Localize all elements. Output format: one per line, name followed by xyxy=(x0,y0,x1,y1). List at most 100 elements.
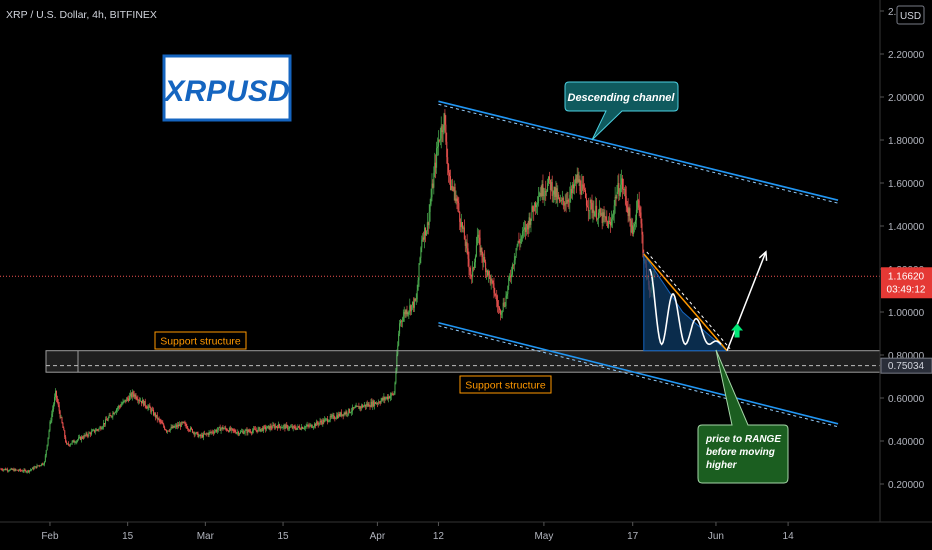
candle-body xyxy=(238,432,240,435)
symbol-header: XRP / U.S. Dollar, 4h, BITFINEX xyxy=(6,9,157,21)
candle-body xyxy=(150,407,152,412)
candle-body xyxy=(321,422,323,424)
candle-body xyxy=(145,406,147,408)
candle-body xyxy=(147,406,149,409)
candle-body xyxy=(17,469,19,471)
candle-body xyxy=(337,415,339,418)
candle-body xyxy=(353,407,355,409)
channel-line-lower-dashed xyxy=(438,325,839,428)
candle-body xyxy=(265,428,267,430)
candle-body xyxy=(617,183,619,192)
candle-body xyxy=(34,466,36,468)
candle-body xyxy=(513,260,515,266)
current-price-tag: 1.16620 03:49:12 xyxy=(881,267,932,299)
channel-line-lower xyxy=(438,321,839,425)
candle-body xyxy=(3,469,5,471)
candle-body xyxy=(309,425,311,427)
candle-body xyxy=(562,197,564,202)
candle-body xyxy=(188,429,190,431)
candle-body xyxy=(505,295,507,306)
candle-body xyxy=(444,113,446,125)
candle-body xyxy=(18,470,19,472)
candle-body xyxy=(434,162,436,173)
candle-body xyxy=(516,245,518,249)
candle-body xyxy=(23,469,25,472)
candle-body xyxy=(571,188,573,194)
candlestick-series xyxy=(0,109,656,474)
candle-body xyxy=(392,393,394,395)
candle-body xyxy=(178,424,180,427)
candle-body xyxy=(174,426,176,428)
candle-body xyxy=(338,413,340,418)
candle-body xyxy=(255,430,257,432)
candle-body xyxy=(120,404,122,407)
candle-body xyxy=(530,218,532,225)
candle-body xyxy=(596,205,598,220)
candle-body xyxy=(129,393,131,396)
candle-body xyxy=(257,428,259,432)
candle-body xyxy=(632,225,634,234)
candle-body xyxy=(14,469,16,472)
candle-body xyxy=(488,271,490,276)
candle-body xyxy=(361,405,363,408)
candle-body xyxy=(107,417,109,421)
projection-arrow-line xyxy=(726,251,767,351)
candle-body xyxy=(55,390,56,398)
candle-body xyxy=(532,206,534,211)
candle-body xyxy=(303,428,305,429)
candle-body xyxy=(614,196,616,206)
candle-body xyxy=(29,470,31,472)
candle-body xyxy=(527,225,529,230)
svg-text:USD: USD xyxy=(900,11,921,22)
title-box: XRPUSD xyxy=(162,54,292,122)
candle-body xyxy=(492,280,494,284)
candle-body xyxy=(503,302,505,307)
candle-body xyxy=(117,406,119,409)
candle-body xyxy=(491,279,493,281)
candle-body xyxy=(536,204,537,208)
candle-body xyxy=(33,467,35,470)
candle-body xyxy=(5,468,7,471)
candle-body xyxy=(633,226,635,234)
candle-body xyxy=(540,192,542,197)
candle-body xyxy=(437,139,439,147)
candle-body xyxy=(576,174,578,183)
candle-body xyxy=(551,182,553,196)
candle-body xyxy=(616,191,618,199)
candle-body xyxy=(328,420,330,422)
svg-text:XRPUSD: XRPUSD xyxy=(162,75,289,108)
candle-body xyxy=(416,290,418,300)
candle-body xyxy=(104,419,106,425)
candle-body xyxy=(151,409,153,412)
candle-body xyxy=(618,183,620,196)
candle-body xyxy=(346,411,348,414)
candle-body xyxy=(242,431,244,434)
candle-body xyxy=(93,429,95,433)
candle-body xyxy=(193,432,195,435)
candle-body xyxy=(2,469,4,471)
candle-body xyxy=(351,407,353,412)
time-axis[interactable]: Feb 15 Mar 15 Apr 12 May 17 Jun 14 xyxy=(0,521,932,542)
candle-body xyxy=(373,401,375,407)
candle-body xyxy=(12,469,14,471)
candle-body xyxy=(345,411,347,414)
candle-body xyxy=(91,431,93,435)
candle-body xyxy=(548,176,550,180)
candle-body xyxy=(119,406,121,408)
candle-body xyxy=(385,398,387,400)
candle-body xyxy=(259,427,261,432)
candle-body xyxy=(343,412,345,416)
candle-body xyxy=(425,227,426,236)
candle-body xyxy=(521,236,523,239)
support-zone xyxy=(45,350,881,373)
candle-body xyxy=(223,428,225,430)
candle-body xyxy=(106,420,108,422)
candle-body xyxy=(121,403,123,405)
candle-body xyxy=(640,212,642,224)
candle-body xyxy=(30,469,32,471)
currency-button[interactable]: USD xyxy=(896,5,925,25)
candle-body xyxy=(273,424,275,426)
time-tick-label: 12 xyxy=(433,531,445,542)
candle-body xyxy=(139,400,141,402)
